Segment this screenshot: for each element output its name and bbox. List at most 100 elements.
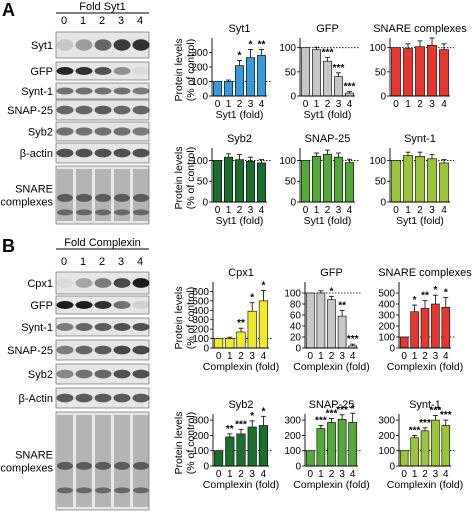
blot-band [132, 393, 150, 403]
y-tick-label: 0 [389, 462, 395, 473]
smear-lane [57, 415, 73, 507]
blot-band [94, 39, 112, 51]
smear-band [57, 487, 73, 494]
bar [431, 303, 440, 349]
significance-label: * [250, 411, 254, 422]
y-tick-label: 0 [295, 344, 301, 355]
blot-band [75, 87, 93, 95]
y-tick-label: 300 [192, 315, 209, 326]
smear-band [57, 209, 73, 216]
bar [301, 160, 310, 203]
y-axis-label: Protein levels [173, 38, 185, 101]
smear-band [57, 461, 73, 470]
blot-row-label: complexes [0, 463, 53, 475]
significance-label: *** [409, 425, 421, 436]
blot-band [75, 393, 93, 403]
blot-row-label: SNARE [15, 184, 53, 196]
x-tick-label: 3 [429, 99, 435, 110]
y-tick-label: 0 [290, 92, 296, 103]
bar [247, 426, 257, 467]
smear-band [133, 487, 149, 494]
panel-letter: B [2, 236, 15, 256]
bar [312, 49, 321, 97]
x-tick-label: 0 [216, 351, 222, 362]
x-tick-label: 3 [339, 351, 345, 362]
bar [257, 55, 266, 97]
blot-band [113, 393, 131, 403]
y-tick-label: 20 [290, 333, 302, 344]
blot-band [132, 278, 150, 288]
smear-band [95, 193, 111, 202]
bar [348, 422, 358, 467]
y-tick-label: 500 [378, 289, 395, 300]
blot-band [132, 148, 150, 158]
x-tick-label: 2 [329, 469, 335, 480]
y-tick-label: 300 [284, 416, 301, 427]
x-tick-label: 3 [429, 205, 435, 216]
blot-band [113, 105, 131, 115]
x-tick-label: 2 [325, 205, 331, 216]
x-axis-label: Complexin (fold) [203, 361, 279, 373]
bar [258, 425, 268, 467]
y-tick-label: 0 [290, 198, 296, 209]
y-tick-label: 200 [284, 431, 301, 442]
blot-band [75, 301, 93, 309]
blot-band [75, 105, 93, 115]
blot-band [94, 369, 112, 379]
chart-title: Synt-1 [409, 399, 441, 411]
x-tick-label: 2 [417, 99, 423, 110]
blot-band [132, 345, 150, 355]
bar [246, 57, 255, 97]
x-tick-label: 2 [417, 205, 423, 216]
y-tick-label: 40 [290, 322, 302, 333]
bar [327, 299, 336, 349]
lane-label: 3 [118, 15, 124, 27]
bar [323, 60, 332, 97]
significance-label: *** [336, 405, 348, 416]
blot-band [94, 148, 112, 158]
blot-band [56, 345, 74, 355]
x-tick-label: 4 [441, 99, 447, 110]
bar [427, 44, 437, 97]
blot-band [132, 87, 150, 95]
significance-label: * [250, 293, 254, 304]
x-tick-label: 0 [401, 351, 407, 362]
blot-row-label: GFP [30, 66, 53, 78]
lane-label: 3 [118, 256, 124, 268]
x-tick-label: 1 [318, 469, 324, 480]
bar [415, 156, 425, 203]
blot-band [113, 148, 131, 158]
y-tick-label: 50 [285, 67, 297, 78]
bar-chart-snare-complexes: SNARE complexes0*1**2*3*4010020030040050… [378, 267, 472, 373]
smear-band [57, 193, 73, 202]
bar-chart-syb2: Syb2 0 ** 1 *** 2 * 3 * 4 0 100 200 300 Complexin (fol… [192, 399, 279, 491]
significance-label: * [444, 287, 448, 298]
blot-band [56, 105, 74, 115]
blot-band [132, 369, 150, 379]
x-tick-label: 3 [249, 351, 255, 362]
y-axis-label: Protein levels [173, 286, 185, 349]
x-tick-label: 0 [216, 469, 222, 480]
smear-band [114, 209, 130, 216]
blot-band [56, 39, 74, 51]
smear-band [95, 461, 111, 470]
x-tick-label: 0 [303, 205, 309, 216]
smear-band [76, 209, 92, 216]
blot-band [94, 345, 112, 355]
blot-band [94, 127, 112, 136]
x-tick-label: 3 [339, 469, 345, 480]
x-tick-label: 4 [347, 205, 353, 216]
y-tick-label: 100 [192, 446, 209, 457]
smear-band [133, 461, 149, 470]
blot-band [56, 301, 74, 309]
x-tick-label: 1 [227, 469, 233, 480]
bar [439, 49, 449, 97]
blot-row-label: Cpx1 [27, 278, 53, 290]
blot-band [113, 323, 131, 331]
significance-label: *** [315, 415, 327, 426]
